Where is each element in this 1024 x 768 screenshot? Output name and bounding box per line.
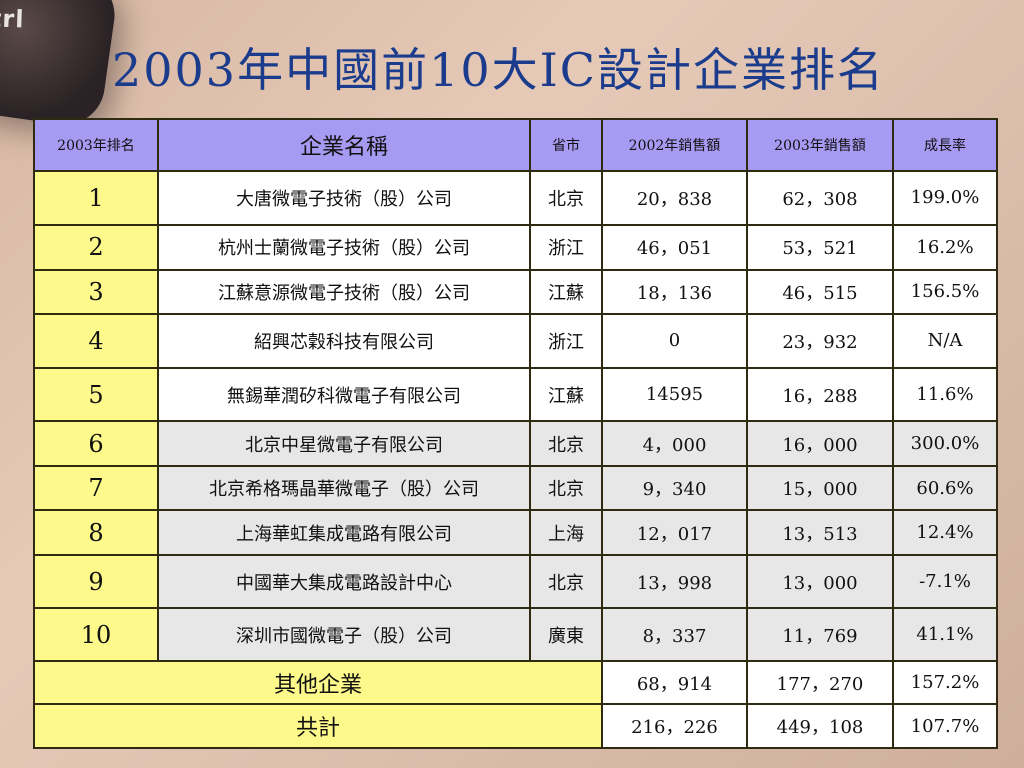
company-name-cell: 大唐微電子技術（股）公司	[157, 169, 531, 227]
table-header-row: 2003年排名 企業名稱 省市 2002年銷售額 2003年銷售額 成長率	[33, 118, 998, 172]
table-row: 4 紹興芯穀科技有限公司 浙江 0 23，932 N/A	[33, 313, 998, 369]
table-row: 6 北京中星微電子有限公司 北京 4，000 16，000 300.0%	[33, 420, 998, 467]
table-row: 5 無錫華潤矽科微電子有限公司 江蘇 14595 16，288 11.6%	[33, 366, 998, 423]
province-cell: 北京	[529, 420, 603, 467]
rank-cell: 1	[33, 169, 159, 227]
sales-2002-cell: 18，136	[601, 268, 748, 316]
rank-cell: 9	[33, 553, 159, 610]
sales-2003-cell: 13，513	[746, 509, 894, 556]
page-title: 2003年中國前10大IC設計企業排名	[112, 43, 885, 97]
growth-cell: 199.0%	[892, 169, 998, 227]
rank-cell: 8	[33, 509, 159, 556]
other-companies-row-label: 其他企業	[33, 659, 603, 706]
company-name-cell: 紹興芯穀科技有限公司	[157, 313, 531, 369]
rank-cell: 10	[33, 607, 159, 662]
rank-cell: 6	[33, 420, 159, 467]
header-sales-2003: 2003年銷售額	[746, 118, 894, 172]
rank-cell: 4	[33, 313, 159, 369]
company-name-cell: 中國華大集成電路設計中心	[157, 553, 531, 610]
province-cell: 廣東	[529, 607, 603, 662]
sales-2002-cell: 4，000	[601, 420, 748, 467]
table-row: 2 杭州士蘭微電子技術（股）公司 浙江 46，051 53，521 16.2%	[33, 224, 998, 271]
sales-2003-cell: 16，288	[746, 366, 894, 423]
header-sales-2002: 2002年銷售額	[601, 118, 748, 172]
sales-2003-cell: 16，000	[746, 420, 894, 467]
company-name-cell: 杭州士蘭微電子技術（股）公司	[157, 224, 531, 271]
sales-2003-cell: 13，000	[746, 553, 894, 610]
growth-cell: 157.2%	[892, 659, 998, 706]
sales-2003-cell: 23，932	[746, 313, 894, 369]
table-row: 8 上海華虹集成電路有限公司 上海 12，017 13，513 12.4%	[33, 509, 998, 556]
province-cell: 北京	[529, 169, 603, 227]
company-name-cell: 北京中星微電子有限公司	[157, 420, 531, 467]
total-row-label: 共計	[33, 703, 603, 749]
sales-2003-cell: 15，000	[746, 464, 894, 512]
province-cell: 江蘇	[529, 366, 603, 423]
sales-2003-cell: 11，769	[746, 607, 894, 662]
rank-cell: 7	[33, 464, 159, 512]
sales-2002-cell: 8，337	[601, 607, 748, 662]
company-name-cell: 無錫華潤矽科微電子有限公司	[157, 366, 531, 423]
other-companies-row: 其他企業 68，914 177，270 157.2%	[33, 659, 998, 706]
header-province: 省市	[529, 118, 603, 172]
sales-2003-cell: 53，521	[746, 224, 894, 271]
province-cell: 北京	[529, 553, 603, 610]
province-cell: 浙江	[529, 224, 603, 271]
sales-2002-cell: 68，914	[601, 659, 748, 706]
rank-cell: 5	[33, 366, 159, 423]
table-row: 10 深圳市國微電子（股）公司 廣東 8，337 11，769 41.1%	[33, 607, 998, 662]
sales-2003-cell: 449，108	[746, 703, 894, 749]
sales-2002-cell: 216，226	[601, 703, 748, 749]
province-cell: 上海	[529, 509, 603, 556]
company-name-cell: 北京希格瑪晶華微電子（股）公司	[157, 464, 531, 512]
growth-cell: 60.6%	[892, 464, 998, 512]
growth-cell: 41.1%	[892, 607, 998, 662]
growth-cell: 107.7%	[892, 703, 998, 749]
sales-2002-cell: 12，017	[601, 509, 748, 556]
growth-cell: 156.5%	[892, 268, 998, 316]
sales-2002-cell: 9，340	[601, 464, 748, 512]
sales-2002-cell: 0	[601, 313, 748, 369]
rank-cell: 2	[33, 224, 159, 271]
province-cell: 江蘇	[529, 268, 603, 316]
ctrl-key-label: Ctrl	[0, 3, 25, 34]
table-row: 7 北京希格瑪晶華微電子（股）公司 北京 9，340 15，000 60.6%	[33, 464, 998, 512]
sales-2003-cell: 62，308	[746, 169, 894, 227]
growth-cell: 16.2%	[892, 224, 998, 271]
growth-cell: 12.4%	[892, 509, 998, 556]
ctrl-key-photo: Ctrl	[0, 0, 120, 130]
sales-2003-cell: 177，270	[746, 659, 894, 706]
header-growth: 成長率	[892, 118, 998, 172]
total-row: 共計 216，226 449，108 107.7%	[33, 703, 998, 749]
company-name-cell: 江蘇意源微電子技術（股）公司	[157, 268, 531, 316]
sales-2002-cell: 46，051	[601, 224, 748, 271]
table-row: 3 江蘇意源微電子技術（股）公司 江蘇 18，136 46，515 156.5%	[33, 268, 998, 316]
sales-2002-cell: 13，998	[601, 553, 748, 610]
company-name-cell: 深圳市國微電子（股）公司	[157, 607, 531, 662]
sales-2002-cell: 20，838	[601, 169, 748, 227]
growth-cell: -7.1%	[892, 553, 998, 610]
sales-2002-cell: 14595	[601, 366, 748, 423]
rank-cell: 3	[33, 268, 159, 316]
table-row: 9 中國華大集成電路設計中心 北京 13，998 13，000 -7.1%	[33, 553, 998, 610]
table-row: 1 大唐微電子技術（股）公司 北京 20，838 62，308 199.0%	[33, 169, 998, 227]
header-rank: 2003年排名	[33, 118, 159, 172]
growth-cell: 11.6%	[892, 366, 998, 423]
province-cell: 浙江	[529, 313, 603, 369]
growth-cell: 300.0%	[892, 420, 998, 467]
header-company-name: 企業名稱	[157, 118, 531, 172]
province-cell: 北京	[529, 464, 603, 512]
growth-cell: N/A	[892, 313, 998, 369]
company-name-cell: 上海華虹集成電路有限公司	[157, 509, 531, 556]
sales-2003-cell: 46，515	[746, 268, 894, 316]
